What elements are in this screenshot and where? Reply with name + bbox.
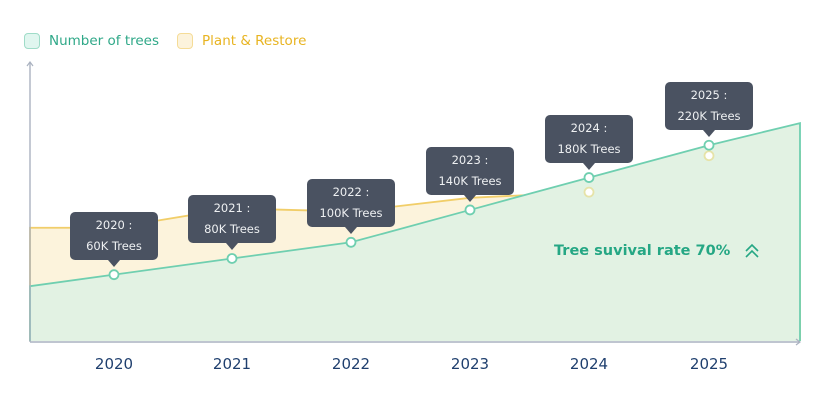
- legend-item-trees[interactable]: Number of trees: [24, 33, 159, 49]
- legend-swatch-trees: [24, 33, 40, 49]
- x-tick-label: 2024: [569, 355, 609, 373]
- legend: Number of trees Plant & Restore: [24, 33, 306, 49]
- tooltip-2020: 2020 : 60K Trees: [70, 211, 158, 267]
- line-trees: [29, 121, 801, 341]
- point-trees-2021: [226, 253, 238, 264]
- x-tick-label: 2022: [331, 355, 371, 373]
- tooltip-year: 2022 :: [332, 185, 370, 200]
- legend-item-plant[interactable]: Plant & Restore: [177, 33, 306, 49]
- area-trees: [30, 123, 800, 341]
- legend-label-trees: Number of trees: [49, 33, 160, 49]
- tooltip-year: 2024 :: [570, 120, 608, 135]
- tooltip-value: 140K Trees: [438, 173, 502, 188]
- point-trees-2025: [703, 139, 715, 151]
- legend-swatch-plant: [177, 33, 194, 49]
- tooltip-2022: 2022 : 100K Trees: [307, 179, 395, 235]
- survival-rate-text: Tree suvival rate 70%: [554, 243, 731, 259]
- tooltip-2025: 2025 : 220K Trees: [665, 82, 753, 138]
- point-plant-2025: [703, 150, 715, 162]
- tooltip-2023: 2023 : 140K Trees: [426, 146, 514, 202]
- legend-label-plant: Plant & Restore: [202, 33, 307, 49]
- tooltip-year: 2023 :: [451, 152, 489, 167]
- x-tick-label: 2023: [450, 355, 490, 373]
- tooltip-value: 60K Trees: [86, 238, 142, 253]
- point-trees-2024: [583, 172, 595, 183]
- point-trees-2020: [108, 269, 120, 281]
- tooltip-value: 100K Trees: [319, 206, 383, 221]
- tooltip-2024: 2024 : 180K Trees: [545, 114, 633, 170]
- tooltip-value: 180K Trees: [557, 141, 621, 156]
- point-trees-2023: [464, 204, 476, 216]
- tooltip-year: 2021 :: [213, 201, 251, 216]
- tooltip-2021: 2021 : 80K Trees: [188, 195, 276, 251]
- point-trees-2022: [345, 236, 357, 248]
- survival-rate-annotation: Tree suvival rate 70%: [554, 243, 760, 259]
- tooltip-value: 80K Trees: [204, 222, 260, 237]
- tooltip-year: 2020 :: [95, 217, 133, 232]
- x-axis-arrow-icon: [795, 338, 801, 346]
- double-chevron-up-icon: [745, 243, 759, 258]
- y-axis-arrow-icon: [26, 61, 34, 67]
- x-tick-label: 2021: [212, 355, 252, 373]
- point-plant-2024: [583, 186, 595, 198]
- x-tick-label: 2025: [689, 355, 729, 373]
- tooltip-year: 2025 :: [690, 88, 728, 103]
- tooltip-value: 220K Trees: [677, 109, 741, 124]
- x-tick-label: 2020: [94, 355, 134, 373]
